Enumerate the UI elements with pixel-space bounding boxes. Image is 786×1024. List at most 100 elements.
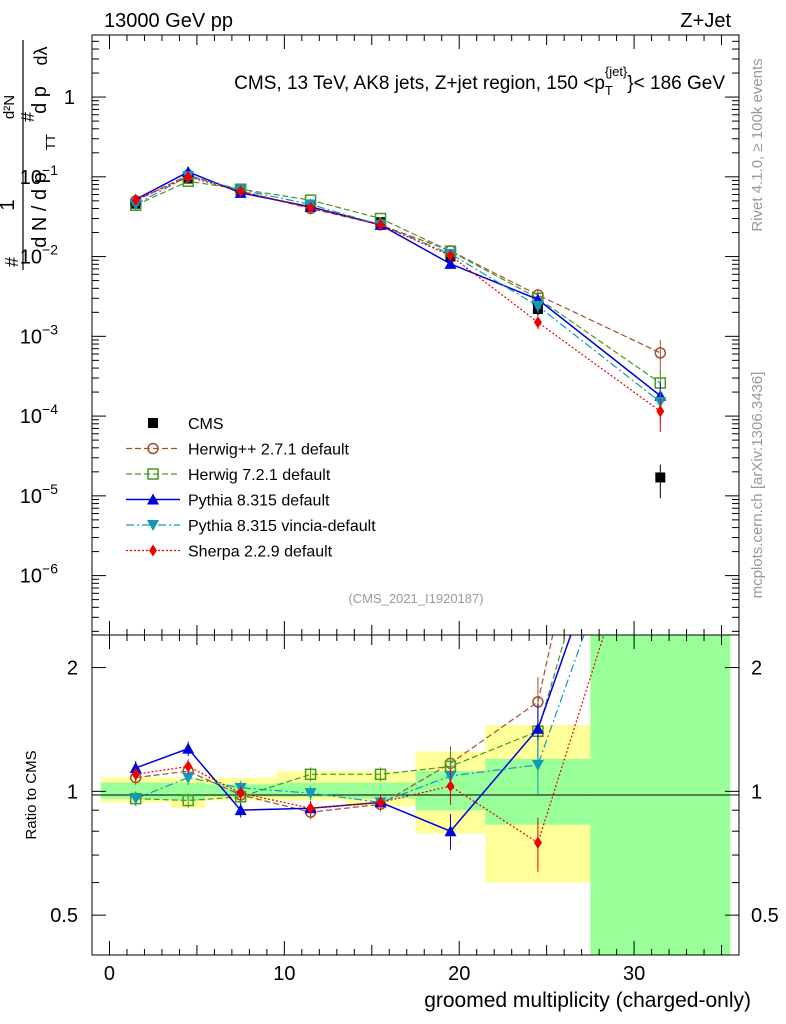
- data-point: [656, 405, 665, 418]
- legend-entry: Herwig++ 2.7.1 default: [126, 442, 350, 459]
- y-tick-label: 10−2: [20, 242, 58, 269]
- ratio-point: [131, 768, 140, 781]
- data-point: [446, 249, 455, 262]
- analysis-watermark: (CMS_2021_I1920187): [348, 591, 483, 606]
- ylabel-den1: d N / d p: [29, 172, 51, 248]
- ratio-point: [182, 794, 194, 807]
- ratio-point: [234, 804, 247, 816]
- data-point: [131, 194, 140, 207]
- data-point: [533, 316, 542, 329]
- legend-marker: [148, 418, 158, 428]
- ratio-series-4: [131, 635, 605, 872]
- ylabel-hash-2: #: [2, 257, 22, 267]
- data-point: [655, 472, 666, 483]
- ylabel-lambda: dλ: [31, 46, 51, 65]
- ylabel-subscript-t1: T: [43, 142, 58, 150]
- legend-entry: Pythia 8.315 vincia-default: [126, 518, 376, 535]
- y-tick-label: 10−4: [20, 401, 58, 428]
- legend-entry: Herwig 7.2.1 default: [126, 467, 331, 484]
- x-tick-label: 30: [623, 963, 645, 985]
- series-line: [135, 180, 661, 384]
- ratio-frame: [91, 634, 740, 956]
- ratio-series-0: [129, 635, 554, 820]
- legend-marker: [147, 493, 159, 505]
- y-tick-label: 10−1: [20, 162, 58, 189]
- ratio-point: [306, 802, 315, 815]
- ratio-y-tick-label: 2: [67, 658, 78, 680]
- legend-label: Sherpa 2.2.9 default: [188, 544, 333, 561]
- series-line: [135, 171, 661, 397]
- main-panel: 110−110−210−310−410−510−6 CMS, 13 TeV, A…: [0, 34, 740, 636]
- main-ylabel: d²N d p dλ T #1 d N / d p T #: [0, 40, 58, 270]
- data-point: [236, 185, 245, 198]
- series-4: [129, 171, 667, 423]
- series-line: [135, 175, 661, 403]
- ratio-panel: 0.5 0.51 12 20 10 20 30 Ratio to CMS groomed m…: [23, 634, 779, 1012]
- y-tick-label: 10−3: [20, 321, 58, 348]
- process-label: Z+Jet: [680, 10, 731, 32]
- data-point: [184, 170, 193, 183]
- ratio-y-tick-label-right: 2: [751, 658, 762, 680]
- legend-entry: CMS: [148, 416, 224, 433]
- legend-label: Pythia 8.315 vincia-default: [188, 518, 376, 535]
- legend-marker: [147, 442, 159, 455]
- ratio-line: [135, 635, 605, 844]
- ratio-line: [135, 635, 567, 802]
- ratio-y-tick-label-right: 1: [751, 781, 762, 803]
- y-tick-label: 10−6: [20, 561, 58, 588]
- legend-marker: [147, 520, 159, 531]
- legend-marker: [149, 544, 157, 557]
- ratio-point: [533, 836, 542, 849]
- ylabel-hash: #: [18, 112, 38, 122]
- ratio-y-tick-label-right: 0.5: [751, 905, 779, 927]
- ratio-line: [135, 635, 572, 833]
- ratio-y-tick-label: 1: [67, 781, 78, 803]
- ratio-point: [444, 825, 457, 837]
- x-tick-label: 10: [273, 963, 295, 985]
- ratio-line: [135, 635, 554, 813]
- ratio-point: [304, 788, 317, 800]
- mcplots-label: mcplots.cern.ch [arXiv:1306.3436]: [749, 372, 766, 599]
- ratio-point: [236, 787, 245, 800]
- y-tick-label: 10−5: [20, 481, 58, 508]
- data-point: [531, 301, 544, 313]
- ratio-point: [182, 742, 195, 754]
- main-title: CMS, 13 TeV, AK8 jets, Z+jet region, 150…: [234, 64, 725, 98]
- legend: CMS Herwig++ 2.7.1 default Herwig 7.2.1 de…: [126, 416, 376, 561]
- series-line: [135, 174, 661, 354]
- legend-entry: Sherpa 2.2.9 default: [126, 544, 333, 561]
- uncertainty-band-green: [170, 782, 206, 801]
- rivet-label: Rivet 4.1.0, ≥ 100k events: [749, 58, 766, 231]
- y-tick-label: 1: [64, 87, 75, 109]
- ratio-point: [129, 793, 142, 805]
- series-line: [135, 176, 661, 412]
- ratio-y-tick-label: 0.5: [50, 905, 78, 927]
- ylabel-num1: 1: [0, 199, 19, 210]
- x-axis-label: groomed multiplicity (charged-only): [424, 989, 751, 1012]
- legend-marker: [147, 468, 159, 480]
- ylabel-den2: d p: [29, 86, 51, 114]
- series-1: [129, 169, 667, 374]
- ratio-point: [531, 722, 544, 734]
- x-tick-label: 0: [104, 963, 115, 985]
- ratio-ylabel: Ratio to CMS: [23, 750, 40, 839]
- ratio-point: [374, 768, 387, 781]
- series-5: [131, 170, 665, 432]
- data-point: [444, 257, 457, 269]
- ratio-line: [135, 635, 585, 804]
- legend-label: Herwig++ 2.7.1 default: [188, 442, 350, 459]
- ylabel-subscript-t2: T: [43, 134, 58, 142]
- data-point: [654, 347, 667, 359]
- series-2: [129, 175, 667, 404]
- ratio-point: [446, 780, 455, 793]
- energy-label: 13000 GeV pp: [104, 10, 233, 32]
- ratio-point: [184, 760, 193, 773]
- ratio-point: [304, 768, 317, 781]
- ratio-point: [182, 772, 195, 784]
- x-tick-label: 20: [448, 963, 470, 985]
- series-3: [129, 165, 667, 417]
- legend-label: Herwig 7.2.1 default: [188, 467, 331, 484]
- ratio-point: [531, 759, 544, 771]
- legend-label: Pythia 8.315 default: [188, 493, 330, 510]
